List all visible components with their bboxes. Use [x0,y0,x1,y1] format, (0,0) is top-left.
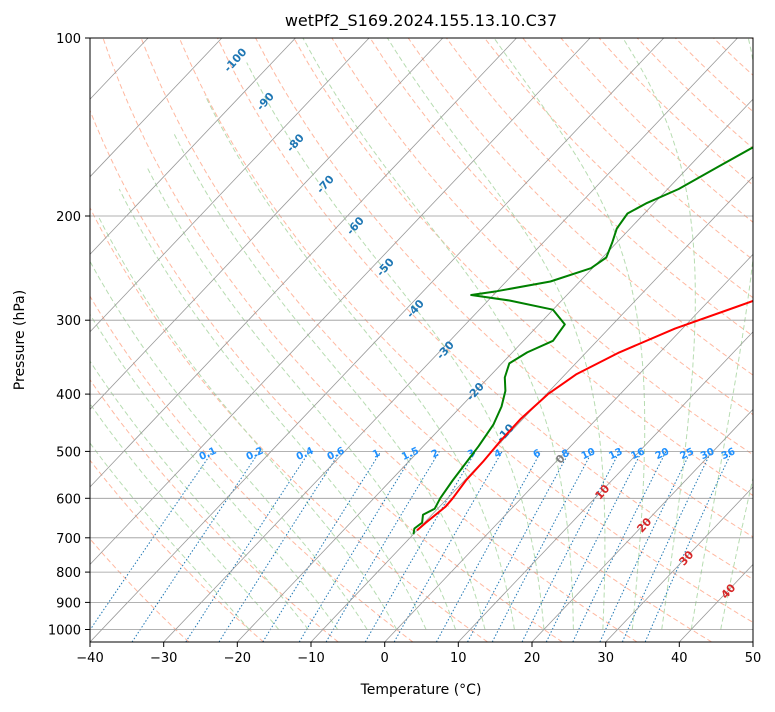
y-tick-label: 500 [56,445,81,460]
y-tick-label: 600 [56,492,81,507]
y-tick-label: 400 [56,388,81,403]
x-axis-label: Temperature (°C) [360,682,482,698]
x-tick-label: −40 [76,651,103,666]
x-tick-label: −20 [224,651,251,666]
y-tick-label: 900 [56,596,81,611]
x-tick-label: 40 [671,651,688,666]
y-tick-label: 100 [56,32,81,47]
x-tick-label: 30 [597,651,614,666]
y-tick-label: 200 [56,210,81,225]
x-tick-label: 20 [524,651,541,666]
x-tick-label: −10 [297,651,324,666]
x-tick-label: 0 [381,651,389,666]
y-tick-label: 700 [56,532,81,547]
x-tick-label: 50 [745,651,762,666]
y-axis-label: Pressure (hPa) [12,290,28,390]
y-tick-label: 300 [56,314,81,329]
y-tick-label: 1000 [48,624,81,639]
x-tick-label: 10 [450,651,467,666]
chart-title: wetPf2_S169.2024.155.13.10.C37 [285,11,557,31]
y-tick-label: 800 [56,566,81,581]
x-tick-label: −30 [150,651,177,666]
